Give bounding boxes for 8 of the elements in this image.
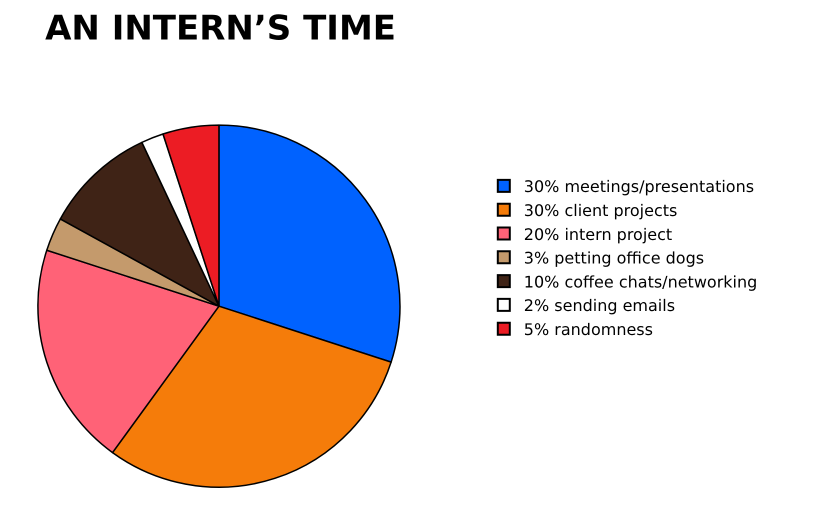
legend-label: 30% client projects <box>524 200 678 220</box>
chart-title: AN INTERN’S TIME <box>45 8 396 48</box>
legend-label: 20% intern project <box>524 224 672 244</box>
legend-label: 3% petting office dogs <box>524 248 704 268</box>
legend-label: 30% meetings/presentations <box>524 177 754 196</box>
legend-label: 5% randomness <box>524 320 653 339</box>
legend-label: 10% coffee chats/networking <box>524 272 758 292</box>
legend-label: 2% sending emails <box>524 296 676 316</box>
